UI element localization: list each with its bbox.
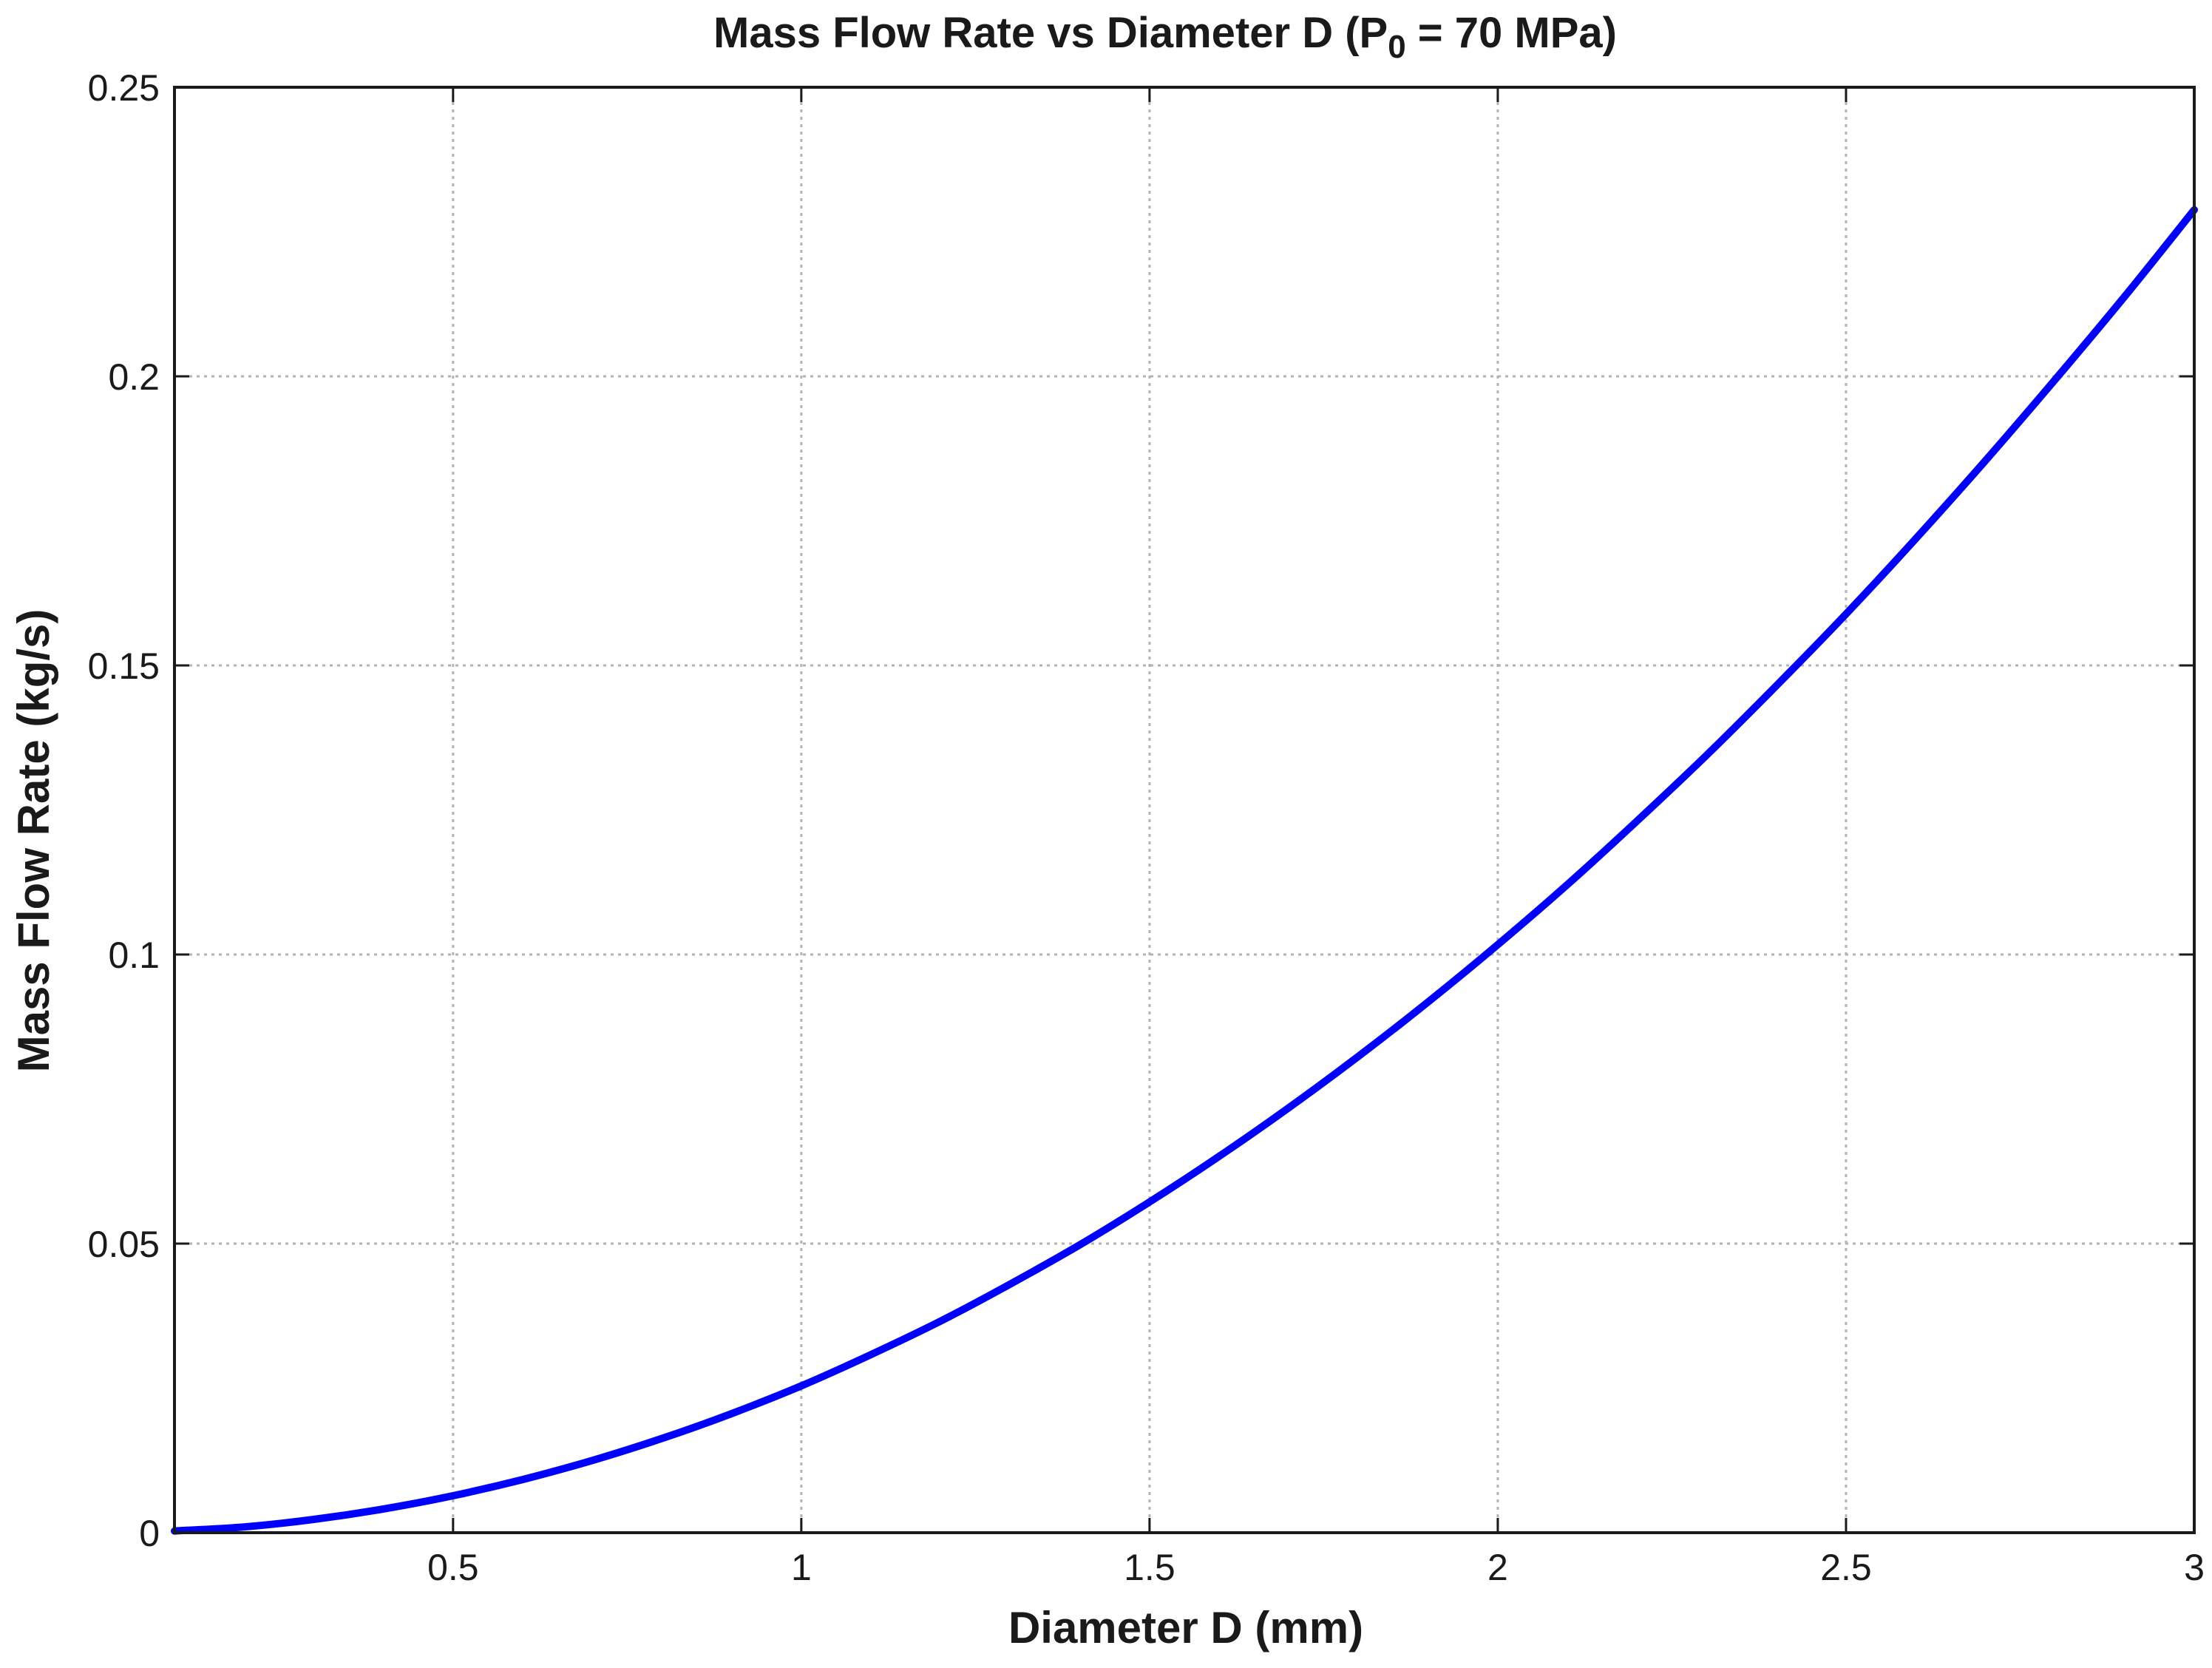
chart-title-main: Mass Flow Rate vs Diameter D (P	[713, 9, 1388, 57]
y-tick-label: 0.2	[108, 356, 160, 398]
grid	[174, 87, 2194, 1533]
plot-frame	[173, 86, 2196, 1534]
chart-title: Mass Flow Rate vs Diameter D (P0 = 70 MP…	[713, 9, 1617, 65]
x-tick-label: 1	[791, 1547, 812, 1588]
series-line	[171, 206, 2198, 1535]
chart-title-subscript: 0	[1388, 29, 1405, 65]
chart-title-tail: = 70 MPa)	[1406, 9, 1617, 57]
x-tick-label: 2.5	[1820, 1547, 1872, 1588]
x-tick-label: 0.5	[427, 1547, 479, 1588]
axis-ticks: 0.5 1 1.5 2 2.5 3 0 0.05 0.1 0.15 0.2 0.25	[88, 67, 2205, 1588]
y-tick-label: 0.25	[88, 67, 160, 109]
y-tick-label: 0.15	[88, 645, 160, 687]
x-tick-label: 1.5	[1124, 1547, 1175, 1588]
y-axis-label: Mass Flow Rate (kg/s)	[9, 609, 58, 1073]
x-axis-label: Diameter D (mm)	[1008, 1603, 1363, 1652]
y-tick-label: 0.05	[88, 1224, 160, 1265]
x-tick-label: 2	[1487, 1547, 1508, 1588]
series-layer	[171, 206, 2198, 1535]
x-tick-label: 3	[2184, 1547, 2205, 1588]
y-tick-label: 0	[139, 1513, 160, 1554]
y-tick-label: 0.1	[108, 935, 160, 976]
